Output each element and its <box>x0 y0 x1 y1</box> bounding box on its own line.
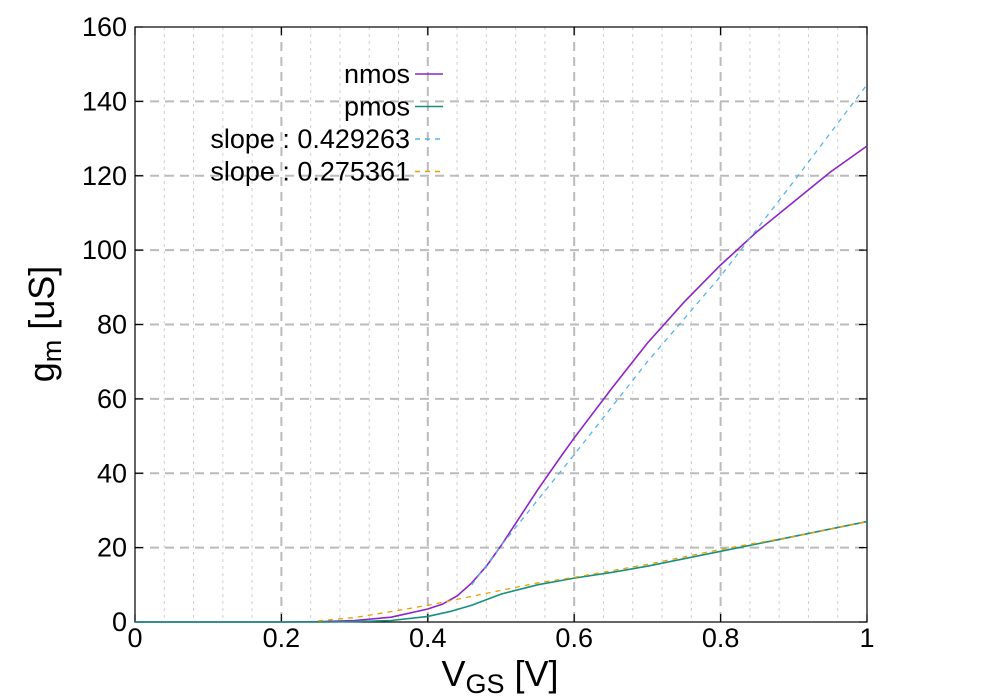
legend-label-3: slope : 0.275361 <box>210 157 410 187</box>
x-tick-label: 0.2 <box>263 623 301 653</box>
y-tick-label: 0 <box>112 607 127 637</box>
legend-label-1: pmos <box>344 92 410 122</box>
y-tick-label: 40 <box>97 458 127 488</box>
x-tick-label: 0.8 <box>702 623 740 653</box>
x-axis-title: VGS [V] <box>441 653 558 699</box>
legend-label-0: nmos <box>344 59 410 89</box>
data-series <box>135 84 868 623</box>
y-axis-title-main: g <box>21 362 62 382</box>
legend-label-2: slope : 0.429263 <box>210 124 410 154</box>
y-axis-title: gm [uS] <box>21 266 67 383</box>
series-line-3 <box>317 520 868 622</box>
y-tick-label: 60 <box>97 384 127 414</box>
y-axis-title-sub: m <box>37 340 67 363</box>
y-tick-label: 140 <box>82 86 127 116</box>
y-tick-label: 20 <box>97 533 127 563</box>
x-tick-label: 0 <box>127 623 142 653</box>
series-line-2 <box>471 84 868 586</box>
x-axis-title-sub: GS <box>465 669 504 699</box>
series-line-1 <box>135 520 868 623</box>
x-axis-title-unit: [V] <box>505 653 559 694</box>
y-tick-label: 160 <box>82 12 127 42</box>
chart-grid <box>135 27 867 622</box>
x-tick-label: 1 <box>859 623 874 653</box>
y-axis-title-unit: [uS] <box>21 266 62 340</box>
y-tick-label: 80 <box>97 310 127 340</box>
x-tick-label: 0.4 <box>409 623 447 653</box>
series-line-0 <box>135 145 868 623</box>
x-tick-label: 0.6 <box>555 623 593 653</box>
x-axis-title-main: V <box>441 653 465 694</box>
y-tick-label: 120 <box>82 161 127 191</box>
y-tick-label: 100 <box>82 235 127 265</box>
axis-ticks: 0 0.2 0.4 0.6 0.8 1 0 20 40 60 80 100 120 140 160 <box>82 12 875 653</box>
